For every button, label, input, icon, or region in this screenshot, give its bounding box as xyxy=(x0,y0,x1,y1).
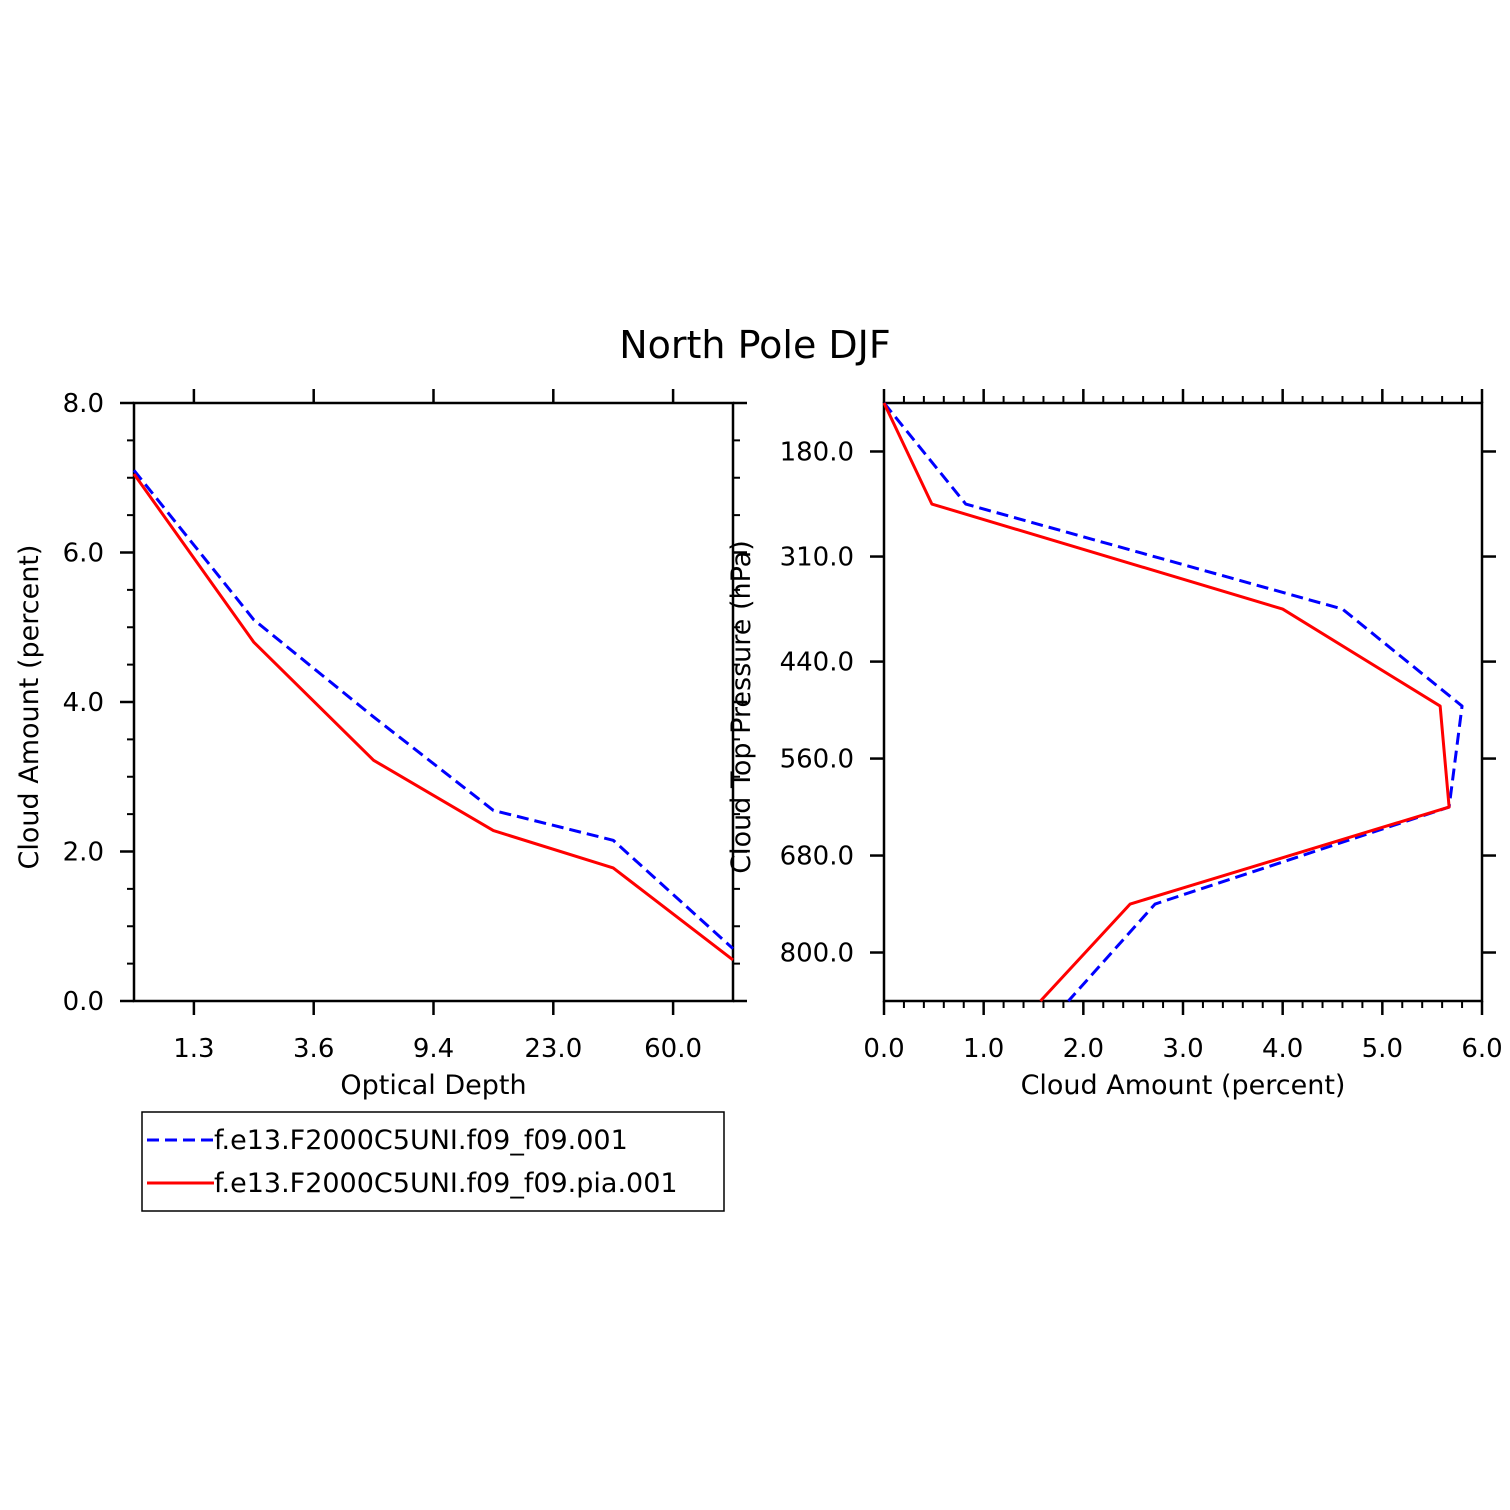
right-x-tick-label: 0.0 xyxy=(863,1034,904,1064)
left-series-line-2 xyxy=(132,473,734,962)
right-x-tick-label: 5.0 xyxy=(1362,1034,1403,1064)
figure-title: North Pole DJF xyxy=(619,323,891,367)
right-plot-frame xyxy=(882,401,1484,1003)
left-y-axis-label: Cloud Amount (percent) xyxy=(14,545,45,870)
right-x-tick-label: 3.0 xyxy=(1162,1034,1203,1064)
left-plot-frame xyxy=(132,401,735,1003)
right-x-tick-label: 1.0 xyxy=(963,1034,1004,1064)
legend: f.e13.F2000C5UNI.f09_f09.001 f.e13.F2000… xyxy=(141,1111,725,1212)
left-y-tick-label: 2.0 xyxy=(63,838,104,868)
right-y-tick-label: 680.0 xyxy=(780,842,854,872)
left-x-tick-label: 3.6 xyxy=(293,1034,334,1064)
left-x-tick-label: 23.0 xyxy=(524,1034,582,1064)
right-y-tick-label: 440.0 xyxy=(780,648,854,678)
left-x-tick-label: 9.4 xyxy=(413,1034,454,1064)
legend-label-series-2: f.e13.F2000C5UNI.f09_f09.pia.001 xyxy=(214,1168,678,1199)
right-series-line-1 xyxy=(882,402,1464,1002)
right-y-tick-label: 560.0 xyxy=(780,745,854,775)
legend-box xyxy=(141,1111,725,1212)
left-series-line-1 xyxy=(132,469,735,950)
right-x-tick-label: 6.0 xyxy=(1461,1034,1502,1064)
right-x-tick-label: 2.0 xyxy=(1063,1034,1104,1064)
right-y-tick-label: 800.0 xyxy=(780,939,854,969)
right-y-tick-label: 310.0 xyxy=(780,543,854,573)
pressure-profile-panel: 0.0 1.0 2.0 3.0 4.0 5.0 6.0 180.0 310.0 440.0 560.… xyxy=(726,389,1503,1101)
optical-depth-panel: 0.0 2.0 4.0 6.0 8.0 1.3 3.6 9.4 23.0 60.0 Optical … xyxy=(14,389,747,1101)
legend-label-series-1: f.e13.F2000C5UNI.f09_f09.001 xyxy=(214,1125,628,1156)
left-x-tick-label: 60.0 xyxy=(644,1034,702,1064)
left-y-tick-label: 0.0 xyxy=(63,987,104,1017)
left-y-tick-label: 4.0 xyxy=(63,688,104,718)
right-x-axis-label: Cloud Amount (percent) xyxy=(1021,1070,1346,1101)
right-y-axis-label: Cloud Top Pressure (hPa) xyxy=(726,540,757,874)
right-y-tick-label: 180.0 xyxy=(780,437,854,467)
left-x-axis-label: Optical Depth xyxy=(340,1070,526,1101)
right-x-tick-label: 4.0 xyxy=(1262,1034,1303,1064)
left-y-tick-label: 8.0 xyxy=(63,389,104,419)
right-series-line-2 xyxy=(882,402,1451,1003)
left-x-tick-label: 1.3 xyxy=(173,1034,214,1064)
left-y-tick-label: 6.0 xyxy=(63,539,104,569)
